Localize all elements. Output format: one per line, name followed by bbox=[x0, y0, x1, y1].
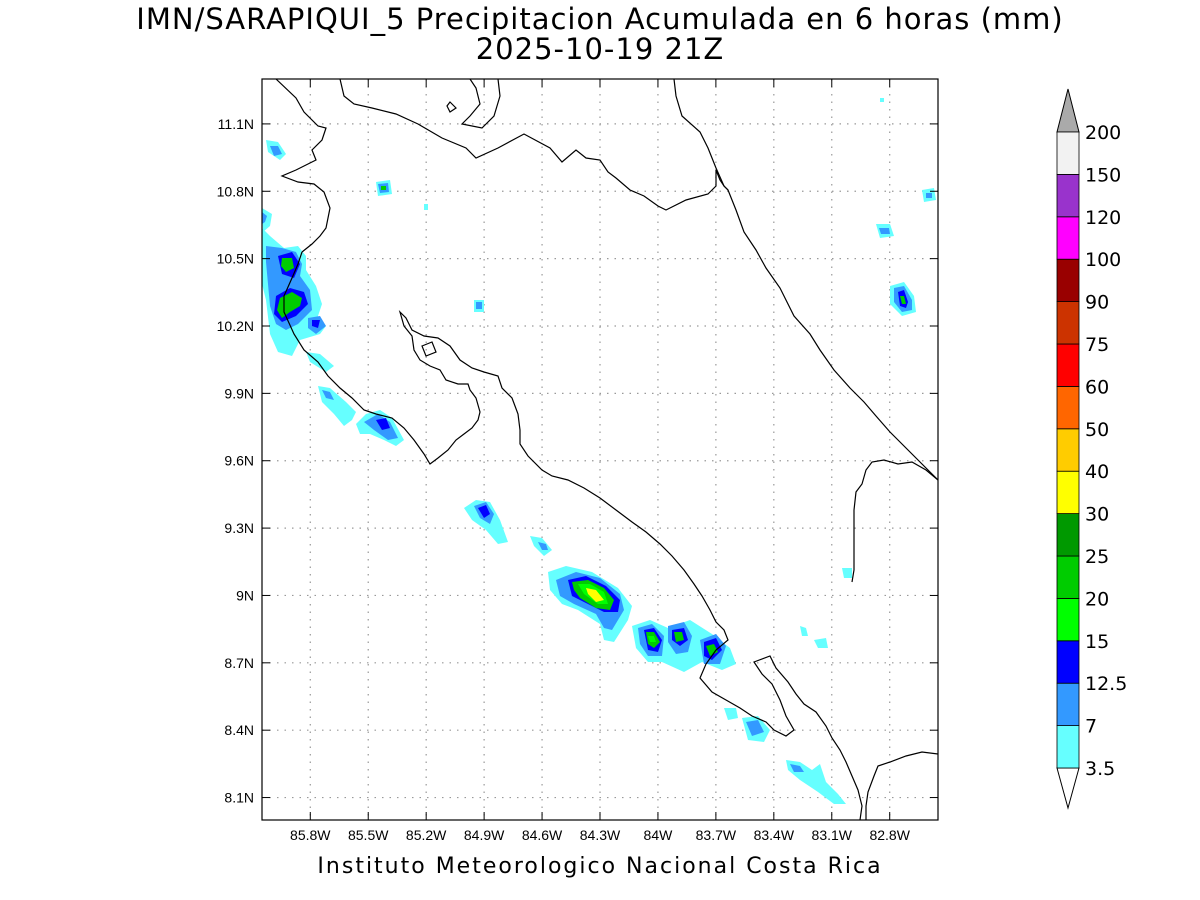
lat-tick-label: 9.6N bbox=[224, 453, 254, 469]
colorbar-swatch bbox=[1056, 301, 1080, 345]
colorbar-swatch bbox=[1056, 173, 1080, 218]
colorbar-label: 7 bbox=[1085, 716, 1097, 738]
colorbar-label: 25 bbox=[1085, 546, 1109, 568]
colorbar-swatch bbox=[1056, 598, 1080, 642]
rain-cell-central-pacific bbox=[464, 500, 552, 556]
lat-tick-label: 10.2N bbox=[217, 318, 254, 334]
rain-cell-guanacaste-north bbox=[262, 140, 334, 372]
rain-cell-north-small bbox=[376, 180, 484, 312]
map-footer-credit: Instituto Meteorologico Nacional Costa R… bbox=[317, 854, 883, 879]
colorbar-label: 3.5 bbox=[1085, 758, 1115, 780]
colorbar-label: 75 bbox=[1085, 334, 1109, 356]
colorbar-label: 30 bbox=[1085, 504, 1109, 526]
colorbar-label: 15 bbox=[1085, 631, 1109, 653]
lon-tick-label: 82.8W bbox=[869, 827, 910, 843]
colorbar-swatch bbox=[1056, 682, 1080, 727]
lat-tick-label: 9.9N bbox=[224, 385, 254, 401]
lat-tick-label: 10.8N bbox=[217, 183, 254, 199]
rain-cell-south-pacific bbox=[548, 566, 632, 642]
precipitation-field bbox=[262, 98, 936, 804]
map-title: IMN/SARAPIQUI_5 Precipitacion Acumulada … bbox=[136, 2, 1064, 36]
colorbar-swatch bbox=[1056, 216, 1080, 260]
colorbar-label: 200 bbox=[1085, 122, 1121, 144]
lat-tick-label: 8.4N bbox=[224, 722, 254, 738]
lon-tick-label: 85.8W bbox=[290, 827, 331, 843]
colorbar-swatch bbox=[1056, 131, 1080, 175]
lat-tick-label: 9.3N bbox=[224, 520, 254, 536]
colorbar-under-triangle bbox=[1056, 767, 1080, 810]
lon-tick-label: 84W bbox=[644, 827, 674, 843]
lat-tick-label: 11.1N bbox=[218, 116, 254, 132]
lon-tick-label: 84.6W bbox=[522, 827, 563, 843]
rain-cell-south-east bbox=[632, 568, 852, 804]
lat-tick-label: 9N bbox=[236, 587, 254, 603]
colorbar-swatch bbox=[1056, 555, 1080, 599]
colorbar-label: 150 bbox=[1085, 164, 1121, 186]
lat-tick-label: 8.1N bbox=[224, 790, 254, 806]
colorbar-over-triangle bbox=[1056, 88, 1080, 133]
colorbar-swatch bbox=[1056, 640, 1080, 684]
map-frame bbox=[261, 78, 939, 821]
map-grid bbox=[262, 79, 938, 820]
lon-tick-label: 83.1W bbox=[812, 827, 853, 843]
colorbar-swatch bbox=[1056, 428, 1080, 472]
colorbar-swatch bbox=[1056, 258, 1080, 303]
colorbar-label: 20 bbox=[1085, 588, 1109, 610]
axis-labels: 85.8W 85.5W 85.2W 84.9W 84.6W 84.3W 84W 83.7W 83… bbox=[217, 116, 911, 843]
colorbar-legend: 3.5 7 12.5 15 20 25 30 40 50 60 75 90 100 120 150 200 bbox=[1056, 88, 1127, 810]
rain-cell-caribbean bbox=[876, 98, 936, 316]
colorbar-label: 100 bbox=[1085, 249, 1121, 271]
map-datetime: 2025-10-19 21Z bbox=[475, 32, 725, 66]
lon-tick-label: 84.9W bbox=[464, 827, 505, 843]
lon-tick-label: 84.3W bbox=[580, 827, 621, 843]
colorbar-swatch bbox=[1056, 470, 1080, 515]
lon-tick-label: 83.7W bbox=[696, 827, 737, 843]
colorbar-label: 120 bbox=[1085, 207, 1121, 229]
colorbar-swatch bbox=[1056, 725, 1080, 769]
axis-ticks bbox=[262, 79, 938, 820]
colorbar-label: 60 bbox=[1085, 376, 1109, 398]
colorbar-swatch bbox=[1056, 385, 1080, 430]
colorbar-label: 50 bbox=[1085, 419, 1109, 441]
colorbar-label: 12.5 bbox=[1085, 673, 1127, 695]
lon-tick-label: 85.2W bbox=[406, 827, 447, 843]
colorbar-swatch bbox=[1056, 513, 1080, 557]
colorbar-swatch bbox=[1056, 343, 1080, 387]
rain-cell-nicoya bbox=[318, 386, 404, 446]
lon-tick-label: 85.5W bbox=[348, 827, 389, 843]
lon-tick-label: 83.4W bbox=[754, 827, 795, 843]
colorbar-label: 90 bbox=[1085, 292, 1109, 314]
coastline bbox=[275, 79, 938, 820]
lat-tick-label: 10.5N bbox=[217, 251, 254, 267]
lat-tick-label: 8.7N bbox=[224, 655, 254, 671]
colorbar-label: 40 bbox=[1085, 461, 1109, 483]
